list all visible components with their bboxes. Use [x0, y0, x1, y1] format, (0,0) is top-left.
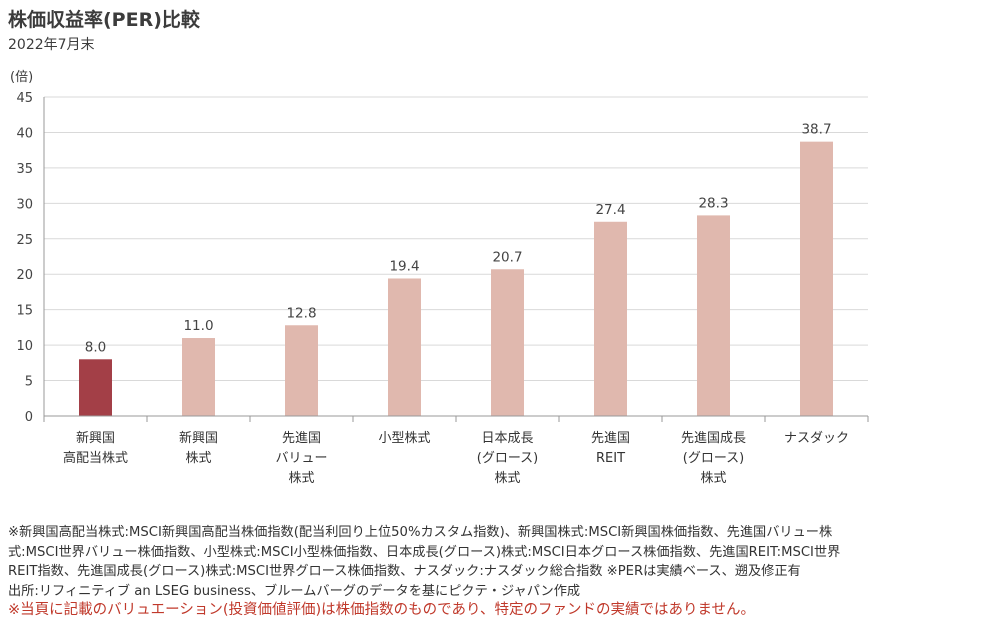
bar: [79, 359, 112, 416]
value-labels: 8.0 11.0 12.8 19.4 20.7 27.4 28.3 38.7: [85, 122, 832, 356]
x-tick-label: ナスダック: [784, 431, 849, 446]
value-label: 28.3: [698, 195, 728, 211]
bar: [285, 325, 318, 416]
bar: [388, 278, 421, 416]
axes: [43, 97, 869, 422]
grid-lines: [44, 96, 868, 382]
y-tick-label: 30: [16, 197, 33, 212]
bar: [491, 269, 524, 416]
value-label: 12.8: [286, 305, 316, 321]
value-label: 8.0: [85, 339, 106, 355]
y-tick-label: 10: [16, 339, 33, 354]
x-tick-label: 先進国バリュー株式: [275, 431, 327, 486]
value-label: 27.4: [595, 202, 625, 218]
y-tick-label: 35: [16, 162, 33, 177]
footnote-line: 式:MSCI世界バリュー株価指数、小型株式:MSCI小型株価指数、日本成長(グロ…: [8, 544, 841, 560]
value-label: 20.7: [492, 249, 522, 265]
y-tick-label: 40: [16, 126, 33, 141]
bar: [182, 338, 215, 416]
bar: [594, 221, 627, 416]
bar-chart: 0 5 10 15 20 25 30 35 40 45 8.0 11.0 12.8 19.4 20.7 27…: [16, 91, 869, 486]
x-tick-label: 日本成長(グロース)株式: [477, 431, 539, 486]
bar: [800, 141, 833, 416]
bars: [79, 141, 833, 416]
x-tick-label: 先進国 REIT: [591, 431, 630, 466]
footnote-line: REIT指数、先進国成長(グロース)株式:MSCI世界グロース株価指数、ナスダッ…: [8, 564, 801, 579]
x-tick-label: 先進国成長(グロース)株式: [681, 431, 746, 486]
source-line: 出所:リフィニティブ an LSEG business、ブルームバーグのデータを…: [8, 583, 581, 599]
x-tick-label: 新興国高配当株式: [63, 430, 128, 466]
chart-subtitle: 2022年7月末: [8, 37, 95, 53]
bar: [697, 215, 730, 416]
disclaimer-warning: ※当頁に記載のバリュエーション(投資価値評価)は株価指数のものであり、特定のファ…: [8, 602, 756, 618]
y-tick-label: 5: [25, 375, 33, 390]
value-label: 19.4: [389, 258, 419, 274]
value-label: 38.7: [801, 122, 831, 138]
page-title: 株価収益率(PER)比較: [8, 9, 200, 31]
footnotes: ※新興国高配当株式:MSCI新興国高配当株価指数(配当利回り上位50%カスタム指…: [8, 523, 993, 621]
x-tick-labels: 新興国高配当株式 新興国株式 先進国バリュー株式 小型株式 日本成長(グロース)株式 先進…: [63, 430, 849, 486]
value-label: 11.0: [183, 318, 213, 334]
y-tick-label: 45: [16, 91, 33, 106]
footnote-line: ※新興国高配当株式:MSCI新興国高配当株価指数(配当利回り上位50%カスタム指…: [8, 525, 833, 540]
y-axis-unit-label: (倍): [10, 70, 34, 85]
y-tick-label: 15: [16, 304, 33, 319]
y-tick-label: 0: [25, 410, 33, 425]
x-tick-label: 新興国株式: [179, 430, 218, 466]
y-tick-label: 20: [16, 268, 33, 283]
y-tick-label: 25: [16, 233, 33, 248]
x-tick-label: 小型株式: [378, 431, 430, 446]
y-tick-labels: 0 5 10 15 20 25 30 35 40 45: [16, 91, 33, 425]
